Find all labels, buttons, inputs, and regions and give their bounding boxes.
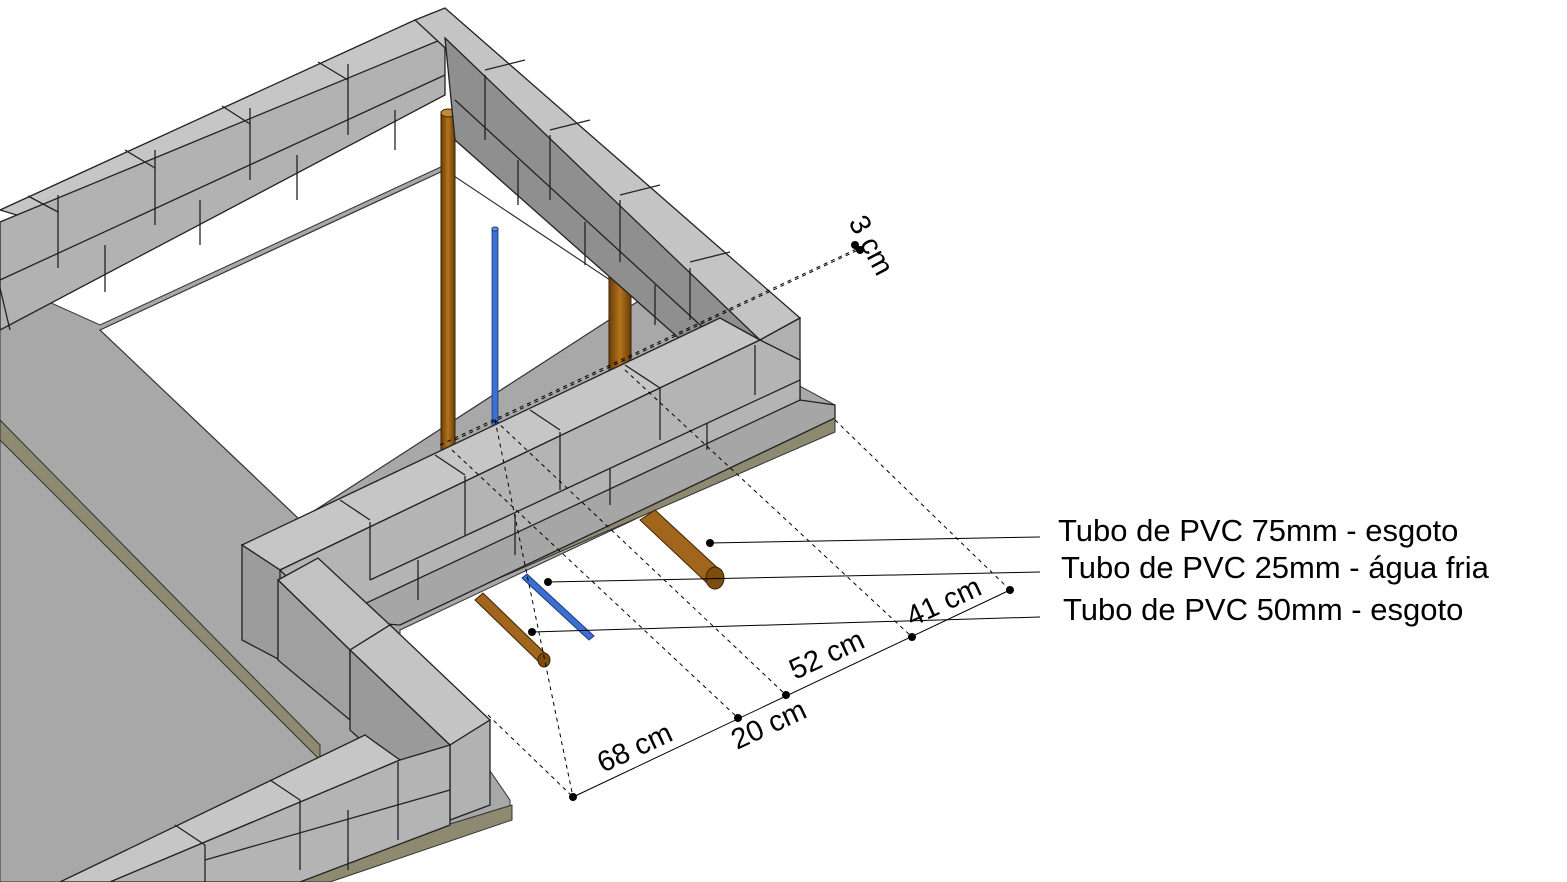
callout-leaders <box>531 536 1041 633</box>
label-pipe-25: Tubo de PVC 25mm - água fria <box>1061 550 1490 585</box>
label-pipe-50: Tubo de PVC 50mm - esgoto <box>1063 592 1463 627</box>
dimension-points <box>569 241 1014 801</box>
dim-68cm: 68 cm <box>592 717 677 779</box>
back-wall <box>0 19 447 331</box>
pipe-50-end <box>537 652 551 668</box>
label-pipe-75: Tubo de PVC 75mm - esgoto <box>1058 513 1458 548</box>
front-wall <box>240 317 836 626</box>
dim-3cm: 3 cm <box>842 210 900 281</box>
lower-wall <box>59 543 492 882</box>
callout-points <box>528 539 714 636</box>
dimension-lines <box>439 244 1011 798</box>
dim-20cm: 20 cm <box>726 694 811 756</box>
pipe-50-run <box>474 592 549 664</box>
pipe-50-riser <box>440 111 456 453</box>
pipe-25-riser-top <box>491 226 499 232</box>
pipe-25-run <box>521 573 595 641</box>
dim-41cm: 41 cm <box>901 571 986 633</box>
pipe-runs <box>474 509 725 668</box>
pipe-25-riser <box>491 227 499 429</box>
